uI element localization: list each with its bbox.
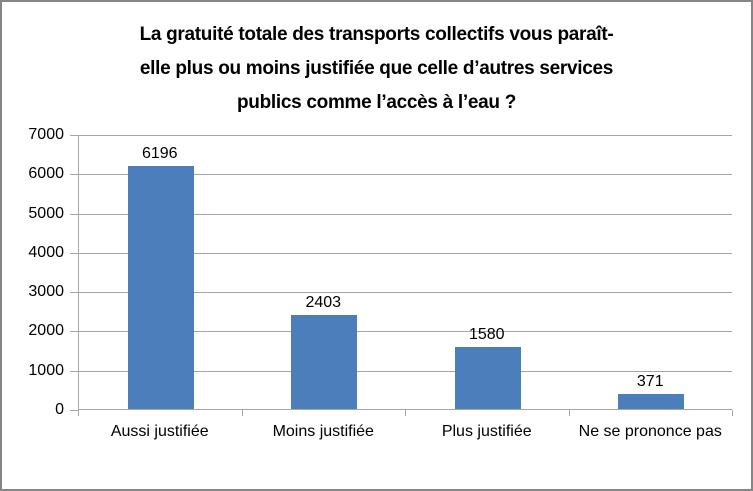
gridline [79,213,732,215]
y-tick-mark [70,174,78,176]
x-tick-mark [405,410,406,416]
gridline [79,252,732,254]
category-label: Aussi justifiée [110,423,209,440]
y-tick-label: 7000 [28,126,64,143]
category-label: Ne se prononce pas [578,423,722,440]
data-label: 1580 [468,325,505,343]
plot-area [78,135,732,410]
gridline [79,292,732,294]
data-label: 2403 [305,293,342,311]
y-tick-label: 1000 [28,361,64,379]
data-label: 371 [636,373,664,391]
bar-1 [127,165,194,409]
data-label: 6196 [141,144,178,162]
gridline [79,370,732,372]
category-label: Plus justifiée [441,423,532,440]
gridline [79,331,732,333]
bar-3 [454,346,521,409]
y-tick-label: 6000 [28,165,64,183]
bar-4 [618,394,685,409]
y-tick-mark [70,292,78,294]
y-tick-mark [70,135,78,136]
y-tick-label: 4000 [28,243,64,261]
y-tick-label: 2000 [28,322,64,340]
y-tick-label: 3000 [28,283,64,301]
category-label: Moins justifiée [272,423,374,440]
x-tick-mark [568,410,570,416]
x-tick-mark [732,410,733,416]
y-tick-mark [70,410,78,411]
gridline [79,174,732,176]
y-tick-mark [70,370,78,372]
x-tick-mark [78,410,79,416]
y-tick-label: 0 [55,401,64,418]
y-tick-mark [70,331,78,333]
y-tick-mark [70,252,78,254]
y-tick-label: 5000 [28,204,64,222]
gridline [79,135,732,136]
bar-2 [291,314,358,409]
x-tick-mark [241,410,243,416]
y-tick-mark [70,213,78,215]
chart-title: La gratuité totale des transports collec… [139,24,614,113]
